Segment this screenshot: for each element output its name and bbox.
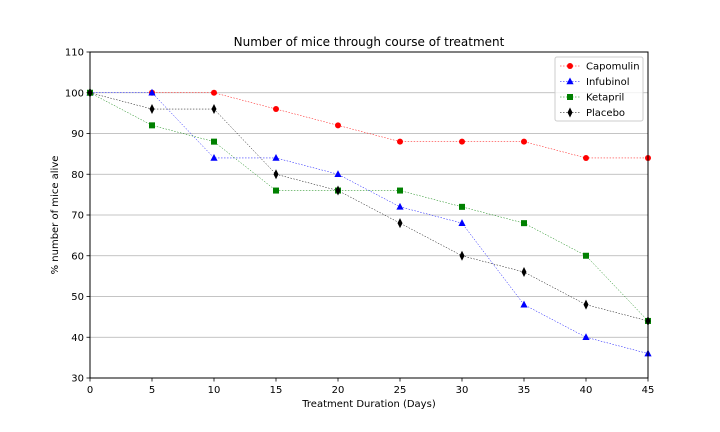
data-point-ketapril	[211, 138, 217, 145]
x-axis-ticks: 0 5 10 15 20 25 30 35 40 45	[87, 378, 655, 396]
legend: Capomulin Infubinol Ketapril Placebo	[554, 56, 644, 122]
data-point-ketapril	[149, 122, 155, 129]
data-point-infubinol	[582, 333, 590, 341]
series-line-infubinol	[90, 92, 649, 354]
data-point-infubinol	[272, 153, 280, 161]
grid-lines	[90, 92, 648, 338]
data-point-placebo	[583, 299, 589, 310]
x-tick-label: 15	[270, 385, 283, 396]
legend-marker-infubinol	[566, 77, 574, 85]
legend-label-capomulin: Capomulin	[586, 62, 640, 73]
data-point-capomulin	[583, 154, 589, 161]
series-lines	[89, 92, 649, 354]
chart-title: Number of mice through course of treatme…	[234, 35, 505, 49]
x-tick-label: 25	[394, 385, 407, 396]
data-point-ketapril	[273, 187, 279, 194]
data-point-capomulin	[211, 89, 217, 96]
data-point-placebo	[397, 218, 403, 229]
legend-label-infubinol: Infubinol	[586, 77, 630, 88]
y-axis-ticks: 30 40 50 60 70 80 90 100 110	[65, 48, 90, 385]
data-point-ketapril	[521, 220, 527, 227]
y-tick-label: 30	[71, 374, 84, 385]
data-point-infubinol	[458, 219, 466, 226]
series-line-capomulin	[90, 92, 648, 159]
x-tick-label: 10	[208, 385, 221, 396]
legend-label-ketapril: Ketapril	[586, 93, 624, 104]
legend-label-placebo: Placebo	[586, 108, 625, 119]
data-point-placebo	[335, 185, 341, 196]
x-axis-title: Treatment Duration (Days)	[301, 399, 436, 410]
y-tick-label: 40	[71, 333, 84, 344]
data-point-infubinol	[210, 153, 218, 161]
data-point-ketapril	[397, 187, 403, 194]
y-tick-label: 70	[71, 211, 84, 222]
data-point-infubinol	[148, 88, 156, 96]
data-point-placebo	[459, 250, 465, 261]
y-tick-label: 90	[71, 129, 84, 140]
x-tick-label: 5	[149, 385, 155, 396]
x-tick-label: 0	[87, 385, 93, 396]
data-point-capomulin	[459, 138, 465, 145]
data-point-infubinol	[396, 202, 404, 210]
data-point-capomulin	[397, 138, 403, 145]
y-axis-title: % number of mice alive	[50, 156, 61, 275]
data-point-infubinol	[520, 300, 528, 308]
data-point-ketapril	[583, 252, 589, 259]
data-point-ketapril	[459, 203, 465, 210]
series-markers	[86, 87, 652, 357]
series-line-placebo	[89, 92, 649, 322]
y-tick-label: 60	[71, 251, 84, 262]
legend-marker-ketapril	[567, 94, 573, 100]
x-tick-label: 40	[580, 385, 593, 396]
data-point-placebo	[521, 267, 527, 278]
x-tick-label: 45	[642, 385, 655, 396]
x-tick-label: 35	[518, 385, 531, 396]
legend-marker-capomulin	[567, 63, 573, 69]
legend-marker-placebo	[567, 107, 573, 118]
data-point-capomulin	[273, 106, 279, 113]
x-tick-label: 30	[456, 385, 469, 396]
data-point-placebo	[211, 104, 217, 115]
legend-frame	[554, 56, 644, 122]
y-tick-label: 80	[71, 170, 84, 181]
data-point-capomulin	[335, 122, 341, 129]
x-tick-label: 20	[332, 385, 345, 396]
series-line-ketapril	[89, 92, 649, 322]
data-point-infubinol	[334, 170, 342, 178]
data-point-capomulin	[521, 138, 527, 145]
data-point-placebo	[149, 104, 155, 115]
data-point-placebo	[273, 169, 279, 180]
y-tick-label: 50	[71, 292, 84, 303]
y-tick-label: 110	[65, 48, 84, 59]
y-tick-label: 100	[65, 88, 84, 99]
